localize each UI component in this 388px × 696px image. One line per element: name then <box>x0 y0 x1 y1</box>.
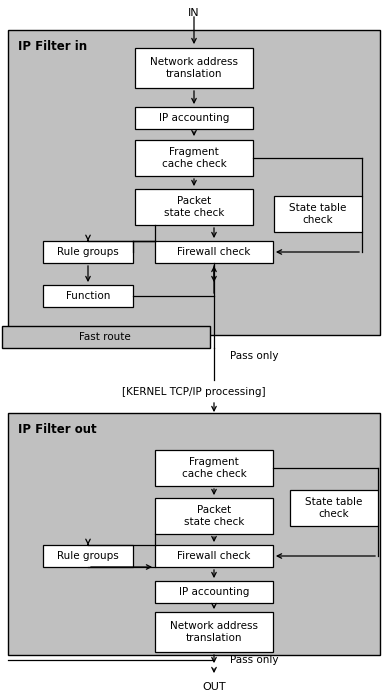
FancyBboxPatch shape <box>155 581 273 603</box>
FancyBboxPatch shape <box>135 140 253 176</box>
FancyBboxPatch shape <box>2 326 210 348</box>
Text: Pass only: Pass only <box>230 351 279 361</box>
FancyBboxPatch shape <box>43 285 133 307</box>
Text: Fast route: Fast route <box>79 332 131 342</box>
Text: Network address
translation: Network address translation <box>170 621 258 643</box>
FancyBboxPatch shape <box>135 189 253 225</box>
Text: IP accounting: IP accounting <box>159 113 229 123</box>
Text: Packet
state check: Packet state check <box>184 505 244 527</box>
FancyBboxPatch shape <box>135 107 253 129</box>
FancyBboxPatch shape <box>290 490 378 526</box>
Text: Firewall check: Firewall check <box>177 551 251 561</box>
Text: Pass only: Pass only <box>230 655 279 665</box>
FancyBboxPatch shape <box>43 545 133 567</box>
FancyBboxPatch shape <box>155 612 273 652</box>
FancyBboxPatch shape <box>155 450 273 486</box>
Text: OUT: OUT <box>202 682 226 692</box>
FancyBboxPatch shape <box>274 196 362 232</box>
FancyBboxPatch shape <box>43 241 133 263</box>
Text: IP Filter out: IP Filter out <box>18 423 97 436</box>
Text: IN: IN <box>188 8 200 18</box>
Text: Fragment
cache check: Fragment cache check <box>162 147 226 169</box>
Text: State table
check: State table check <box>305 497 363 519</box>
Text: Rule groups: Rule groups <box>57 247 119 257</box>
FancyBboxPatch shape <box>155 545 273 567</box>
Text: Function: Function <box>66 291 110 301</box>
Text: IP accounting: IP accounting <box>179 587 249 597</box>
FancyBboxPatch shape <box>8 30 380 335</box>
Text: State table
check: State table check <box>289 203 347 226</box>
Text: Fragment
cache check: Fragment cache check <box>182 457 246 480</box>
Text: Packet
state check: Packet state check <box>164 196 224 219</box>
FancyBboxPatch shape <box>155 241 273 263</box>
FancyBboxPatch shape <box>135 48 253 88</box>
FancyBboxPatch shape <box>8 413 380 655</box>
Text: Rule groups: Rule groups <box>57 551 119 561</box>
Text: Network address
translation: Network address translation <box>150 57 238 79</box>
Text: Firewall check: Firewall check <box>177 247 251 257</box>
FancyBboxPatch shape <box>155 498 273 534</box>
Text: [KERNEL TCP/IP processing]: [KERNEL TCP/IP processing] <box>122 387 266 397</box>
Text: IP Filter in: IP Filter in <box>18 40 87 53</box>
